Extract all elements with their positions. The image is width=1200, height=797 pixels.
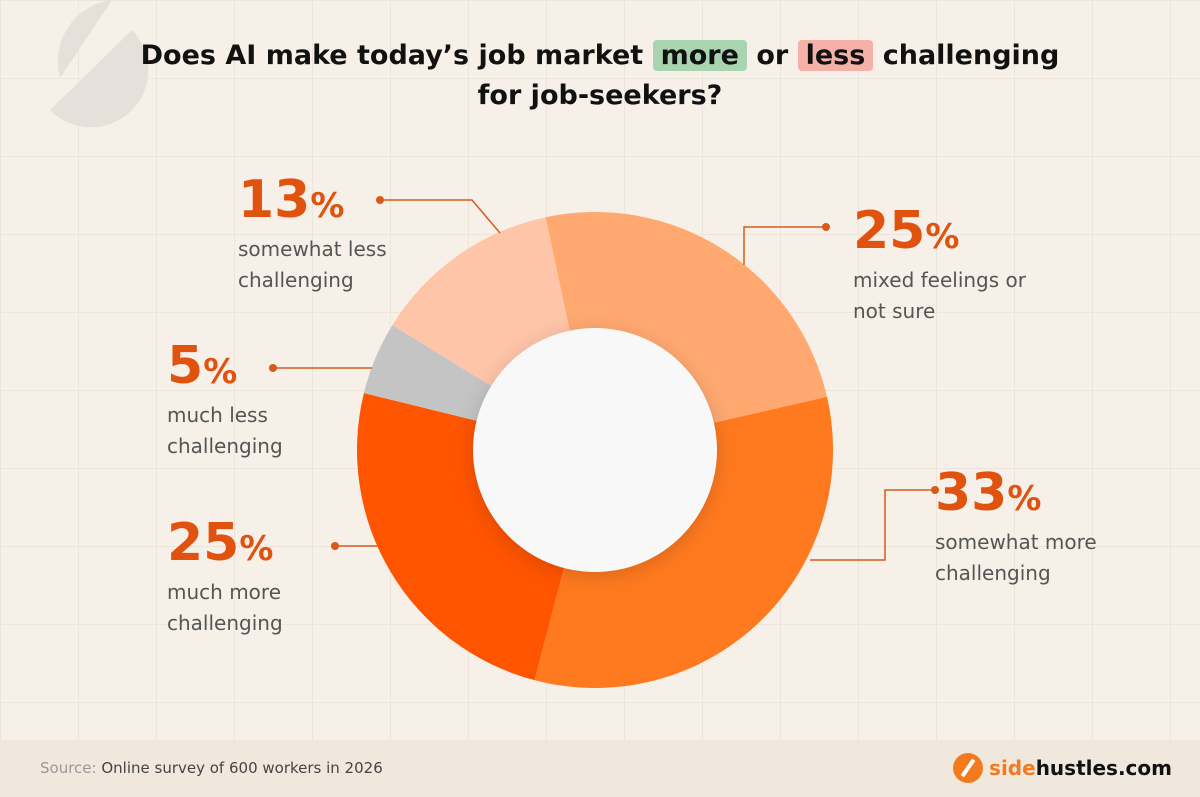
leader-line	[810, 489, 935, 561]
leader-dot	[376, 196, 384, 204]
label-mixed: 25% mixed feelings or not sure	[853, 201, 1026, 323]
label-somewhat-less: 13% somewhat less challenging	[238, 170, 387, 292]
source-note: Source: Online survey of 600 workers in …	[40, 759, 383, 777]
footer: Source: Online survey of 600 workers in …	[0, 740, 1200, 797]
brand-logo[interactable]: side hustles.com	[953, 753, 1172, 783]
leader-dot	[269, 364, 277, 372]
leader-line	[743, 226, 826, 265]
leader-dot	[822, 223, 830, 231]
leader-dot	[331, 542, 339, 550]
more-highlight: more	[652, 40, 747, 71]
logo-icon	[953, 753, 984, 783]
label-much-more: 25% much more challenging	[167, 513, 283, 635]
leader-line	[380, 199, 501, 234]
watermark-logo-icon	[50, 0, 149, 128]
label-much-less: 5% much less challenging	[167, 336, 283, 458]
chart-title: Does AI make today’s job market more or …	[140, 40, 1060, 111]
label-somewhat-more: 33% somewhat more challenging	[935, 463, 1097, 585]
donut-hole	[473, 328, 717, 572]
leader-dot	[931, 486, 939, 494]
less-highlight: less	[797, 40, 874, 71]
